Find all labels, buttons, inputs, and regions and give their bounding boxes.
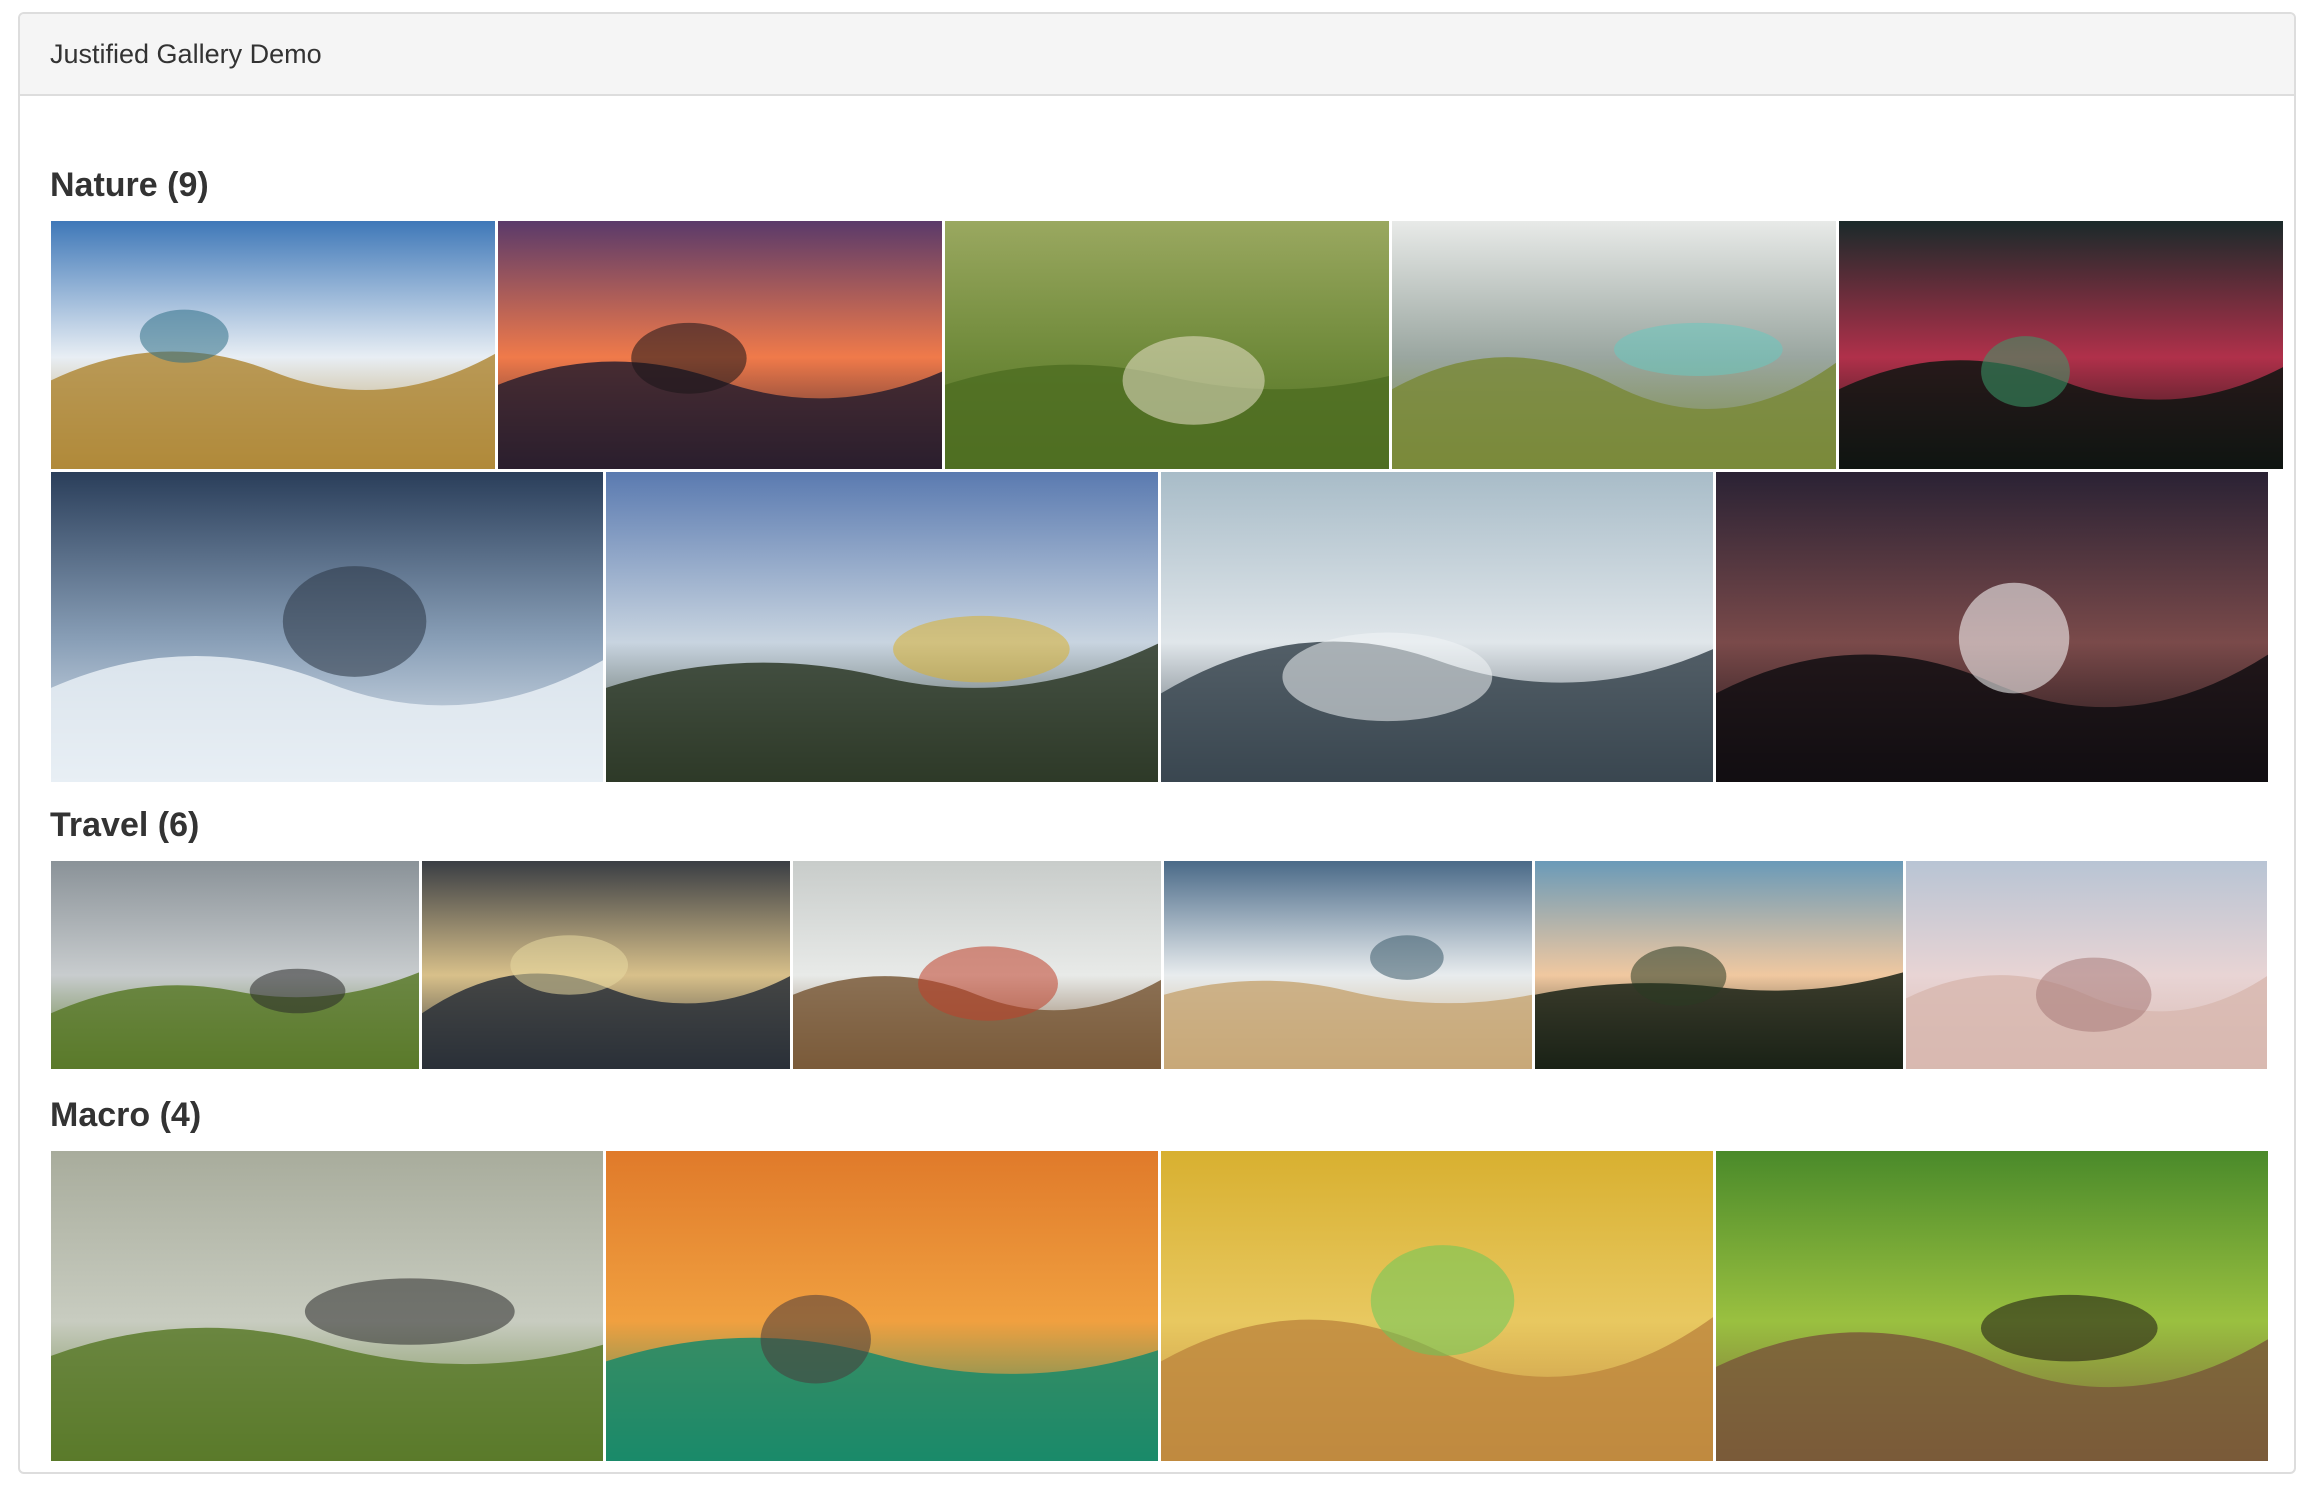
gallery-photo[interactable] <box>51 861 419 1069</box>
panel-title: Justified Gallery Demo <box>50 38 322 69</box>
gallery-photo[interactable] <box>606 472 1158 782</box>
gallery-photo[interactable] <box>422 861 790 1069</box>
panel-heading: Justified Gallery Demo <box>20 14 2294 96</box>
seaside-grass-photo <box>51 221 495 469</box>
green-hills-sheep-photo <box>945 221 1389 469</box>
pier-sunset-photo <box>422 861 790 1069</box>
starry-night-photo <box>1716 472 2268 782</box>
gallery-panel: Justified Gallery Demo Nature (9) Travel… <box>18 12 2296 1474</box>
palm-trees-photo <box>1535 861 1903 1069</box>
gallery-row-nature-1 <box>51 221 2283 469</box>
gallery-photo[interactable] <box>793 861 1161 1069</box>
section-title-macro: Macro (4) <box>50 1096 202 1134</box>
gallery-photo[interactable] <box>51 221 495 469</box>
aurora-forest-photo <box>1839 221 2283 469</box>
coastal-cliff-photo <box>1392 221 1836 469</box>
sunset-sea-photo <box>498 221 942 469</box>
snowy-mountains-photo <box>51 472 603 782</box>
section-title-travel: Travel (6) <box>50 806 200 844</box>
gallery-photo[interactable] <box>1161 472 1713 782</box>
snow-peak-photo <box>1161 472 1713 782</box>
sunny-beach-photo <box>1164 861 1532 1069</box>
golden-gate-photo <box>793 861 1161 1069</box>
gallery-photo[interactable] <box>1839 221 2283 469</box>
tree-frog-macro-photo <box>1161 1151 1713 1461</box>
jumping-spider-macro-photo <box>1716 1151 2268 1461</box>
gallery-photo[interactable] <box>498 221 942 469</box>
section-title-nature: Nature (9) <box>50 166 209 204</box>
gallery-photo[interactable] <box>606 1151 1158 1461</box>
leaning-tower-photo <box>1906 861 2267 1069</box>
gallery-photo[interactable] <box>51 472 603 782</box>
gallery-photo[interactable] <box>1164 861 1532 1069</box>
alpine-valley-photo <box>606 472 1158 782</box>
gallery-photo[interactable] <box>1716 1151 2268 1461</box>
gallery-photo[interactable] <box>1535 861 1903 1069</box>
gallery-photo[interactable] <box>51 1151 603 1461</box>
gallery-photo[interactable] <box>1716 472 2268 782</box>
gallery-row-nature-2 <box>51 472 2268 782</box>
gallery-photo[interactable] <box>1392 221 1836 469</box>
gallery-row-macro <box>51 1151 2268 1461</box>
gallery-row-travel <box>51 861 2267 1069</box>
ant-macro-photo <box>51 1151 603 1461</box>
fly-eye-macro-photo <box>606 1151 1158 1461</box>
gallery-photo[interactable] <box>1161 1151 1713 1461</box>
mountain-road-photo <box>51 861 419 1069</box>
gallery-photo[interactable] <box>945 221 1389 469</box>
gallery-photo[interactable] <box>1906 861 2267 1069</box>
